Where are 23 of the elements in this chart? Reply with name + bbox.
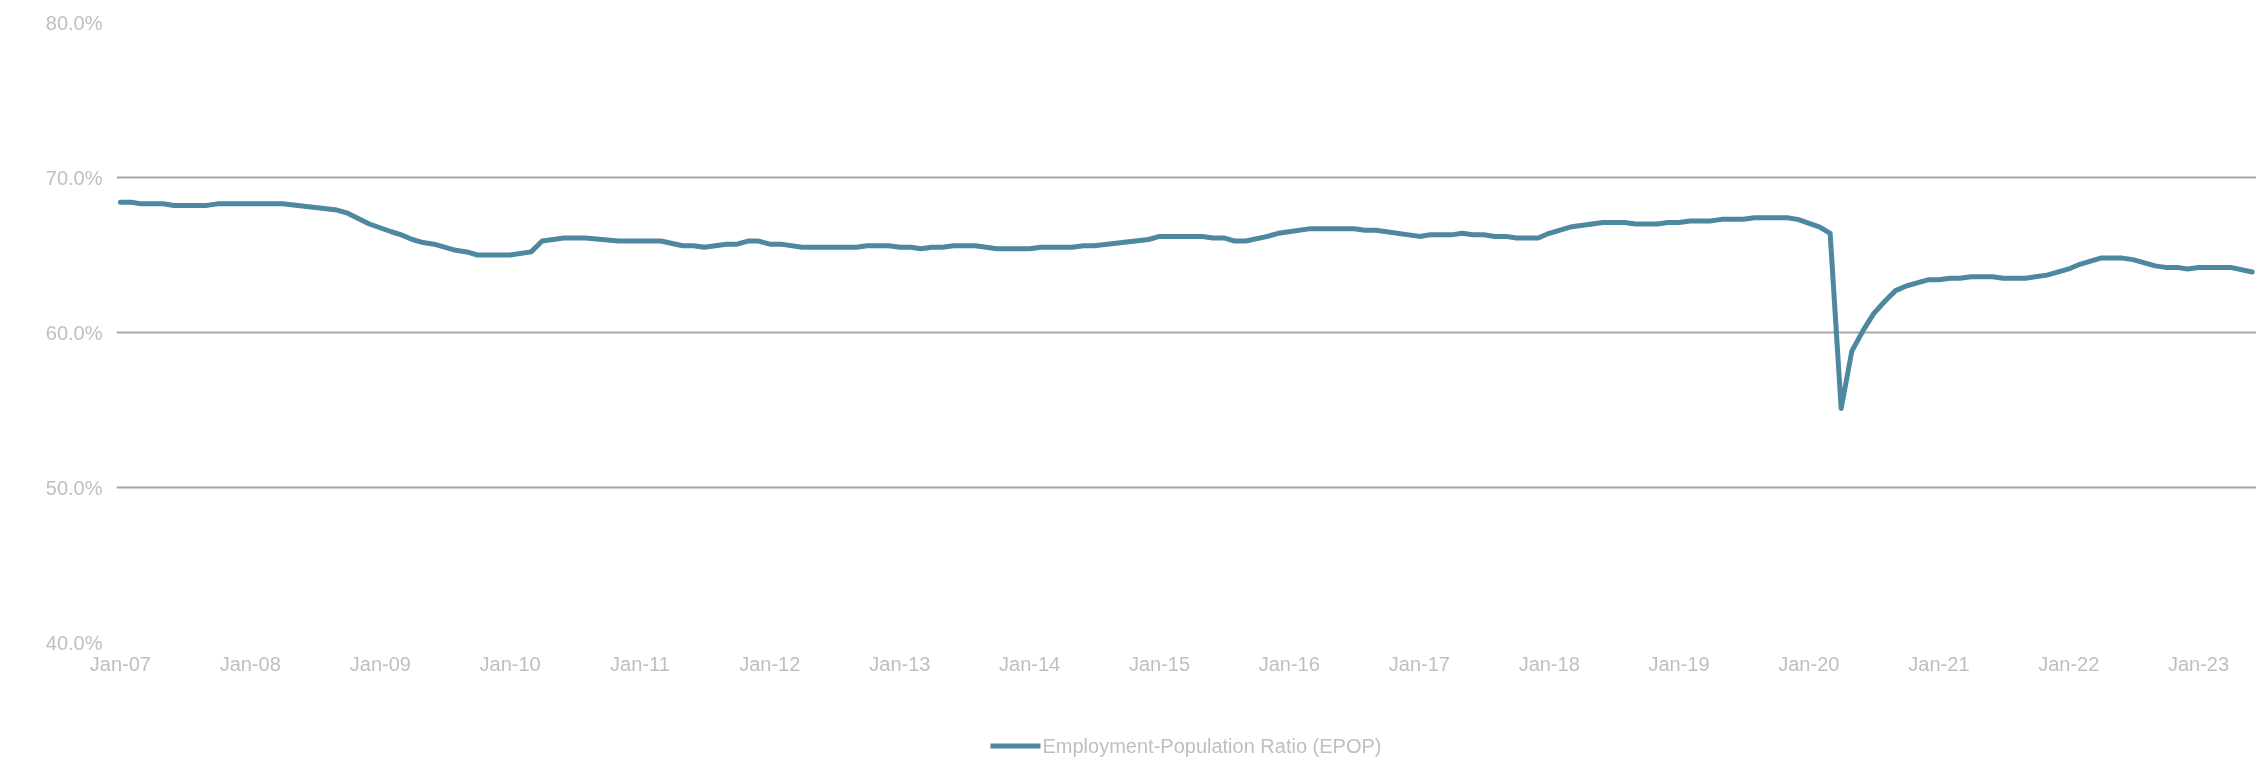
x-tick-label: Jan-18 — [1518, 652, 1580, 675]
x-tick-label: Jan-08 — [219, 652, 281, 675]
x-tick-label: Jan-12 — [739, 652, 801, 675]
x-tick-label: Jan-21 — [1908, 652, 1970, 675]
y-tick-label: 60.0% — [45, 321, 103, 344]
y-tick-label: 40.0% — [45, 631, 103, 654]
y-tick-label: 80.0% — [45, 11, 103, 34]
x-tick-label: Jan-07 — [89, 652, 151, 675]
x-tick-label: Jan-17 — [1388, 652, 1450, 675]
x-tick-label: Jan-10 — [479, 652, 541, 675]
y-tick-label: 70.0% — [45, 166, 103, 189]
x-tick-label: Jan-13 — [869, 652, 931, 675]
x-tick-label: Jan-19 — [1648, 652, 1710, 675]
x-tick-label: Jan-20 — [1778, 652, 1840, 675]
x-tick-label: Jan-16 — [1258, 652, 1320, 675]
x-tick-label: Jan-14 — [999, 652, 1061, 675]
x-tick-label: Jan-11 — [610, 652, 670, 675]
legend-label: Employment-Population Ratio (EPOP) — [1042, 734, 1382, 757]
x-tick-label: Jan-22 — [2038, 652, 2100, 675]
x-tick-label: Jan-15 — [1128, 652, 1191, 675]
x-tick-label: Jan-09 — [349, 652, 411, 675]
x-tick-label: Jan-23 — [2167, 652, 2230, 675]
y-tick-label: 50.0% — [45, 476, 103, 499]
